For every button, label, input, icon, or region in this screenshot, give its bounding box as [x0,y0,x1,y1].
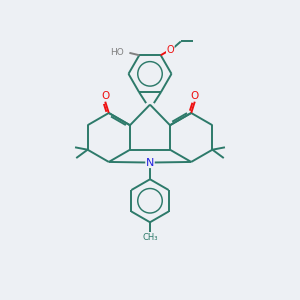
Text: CH₃: CH₃ [142,233,158,242]
Text: O: O [167,45,174,55]
Text: N: N [146,158,154,167]
Text: O: O [191,91,199,101]
Text: HO: HO [111,48,124,57]
Text: O: O [101,91,109,101]
